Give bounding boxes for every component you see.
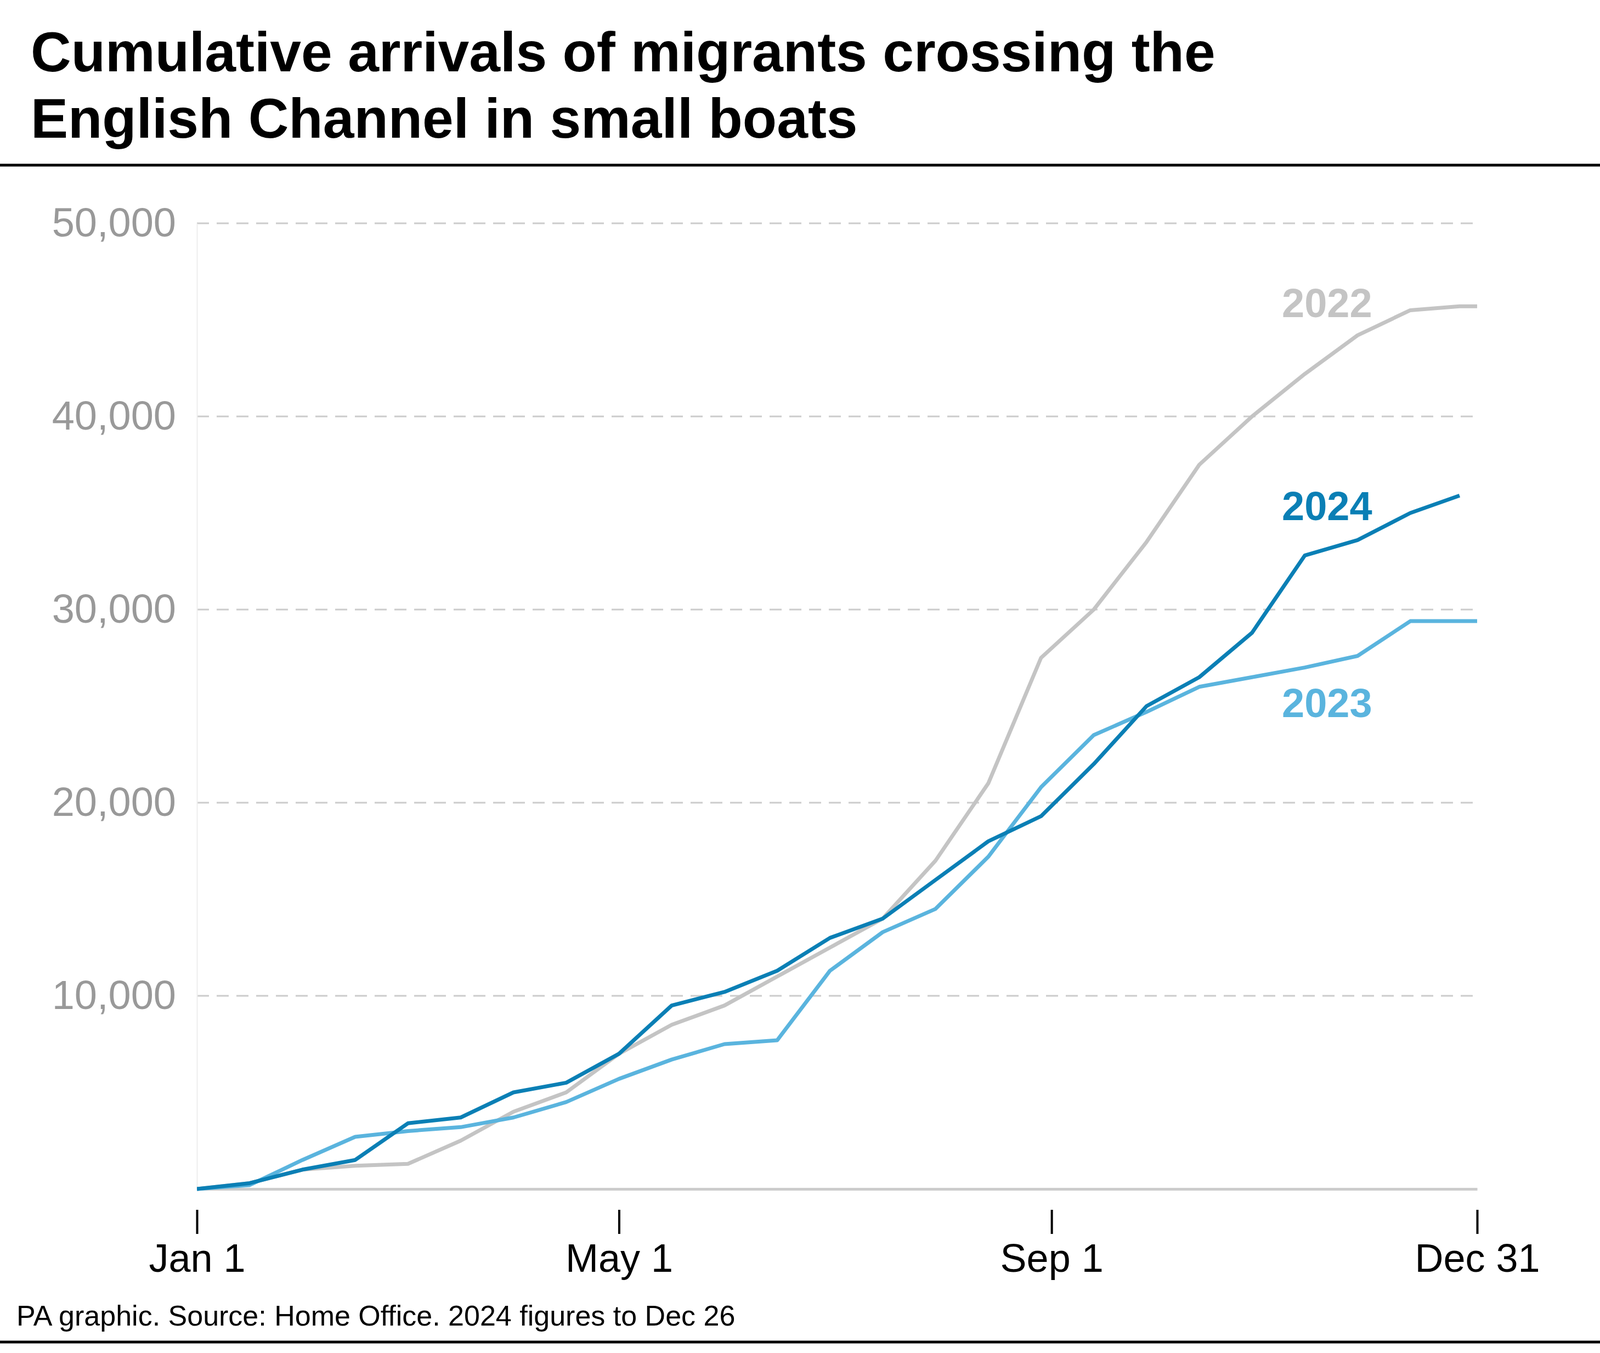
grid-line xyxy=(196,994,1478,997)
x-axis-line xyxy=(197,1187,1478,1191)
x-tick: May 1 xyxy=(565,1209,674,1280)
series-label: 2023 xyxy=(1281,680,1373,726)
chart: Cumulative arrivals of migrants crossing… xyxy=(0,0,1600,1353)
series-line xyxy=(196,620,1478,1189)
x-tick-label: May 1 xyxy=(565,1235,674,1280)
series-label: 2024 xyxy=(1281,483,1373,529)
x-tick-label: Sep 1 xyxy=(1000,1235,1104,1280)
x-tick-mark xyxy=(196,1209,199,1234)
y-tick: 50,000 xyxy=(52,199,197,246)
y-tick: 10,000 xyxy=(52,971,197,1018)
x-axis: Jan 1 May 1 Sep 1 Dec 31 xyxy=(148,1189,1540,1281)
grid-line xyxy=(196,608,1478,611)
x-tick: Jan 1 xyxy=(148,1209,246,1280)
bottom-rule xyxy=(0,1340,1600,1344)
x-tick-mark xyxy=(618,1209,621,1234)
x-tick: Sep 1 xyxy=(1000,1209,1104,1280)
y-tick-label: 20,000 xyxy=(52,778,177,825)
y-tick: 40,000 xyxy=(52,392,197,439)
y-tick: 30,000 xyxy=(52,585,197,632)
grid-line xyxy=(196,801,1478,804)
y-tick-label: 10,000 xyxy=(52,971,177,1018)
top-rule xyxy=(0,164,1600,167)
y-axis-line xyxy=(196,223,199,1190)
y-axis: 10,000 20,000 30,000 40,000 50,000 xyxy=(52,199,198,1189)
x-tick: Dec 31 xyxy=(1414,1209,1540,1280)
footnote: PA graphic. Source: Home Office. 2024 fi… xyxy=(16,1299,736,1332)
y-tick-label: 40,000 xyxy=(52,392,177,439)
y-tick-label: 50,000 xyxy=(52,199,177,246)
grid-line xyxy=(196,415,1478,418)
series-line xyxy=(196,306,1478,1189)
y-tick: 20,000 xyxy=(52,778,197,825)
series-line xyxy=(196,495,1460,1189)
series-label: 2022 xyxy=(1281,280,1373,326)
x-tick-mark xyxy=(1050,1209,1054,1234)
lines xyxy=(196,306,1478,1189)
y-tick-label: 30,000 xyxy=(52,585,177,632)
x-tick-label: Dec 31 xyxy=(1414,1235,1540,1280)
grid-line xyxy=(196,222,1478,225)
x-tick-mark xyxy=(1476,1209,1479,1234)
grid xyxy=(196,223,1478,996)
title: Cumulative arrivals of migrants crossing… xyxy=(30,20,1216,150)
x-tick-label: Jan 1 xyxy=(148,1235,246,1280)
